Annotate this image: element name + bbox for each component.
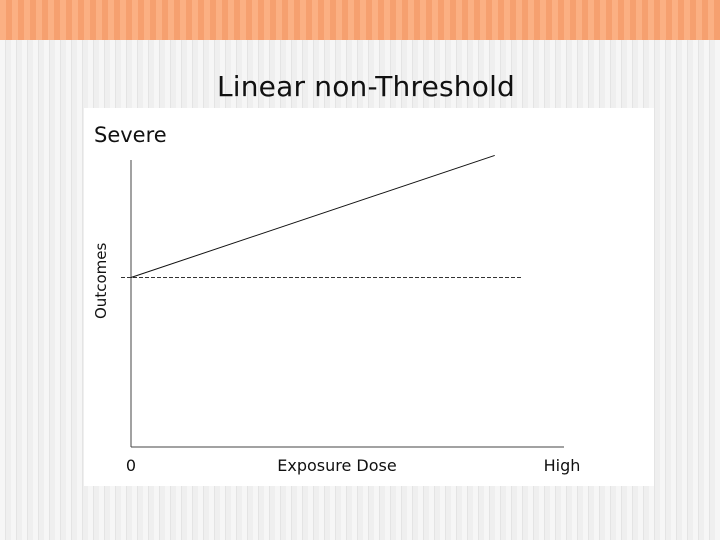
y-axis-label: Outcomes <box>92 243 110 319</box>
x-axis-label: Exposure Dose <box>277 456 396 475</box>
chart-panel: Severe Outcomes 0 Exposure Dose High <box>84 108 654 486</box>
chart: Severe Outcomes 0 Exposure Dose High <box>92 123 581 475</box>
x-tick-label-0: 0 <box>126 456 136 475</box>
x-tick-label-high: High <box>544 456 581 475</box>
top-accent-bar <box>0 0 720 40</box>
dose-response-line <box>130 154 495 278</box>
slide-title: Linear non-Threshold <box>216 70 516 103</box>
y-top-label: Severe <box>94 123 167 147</box>
